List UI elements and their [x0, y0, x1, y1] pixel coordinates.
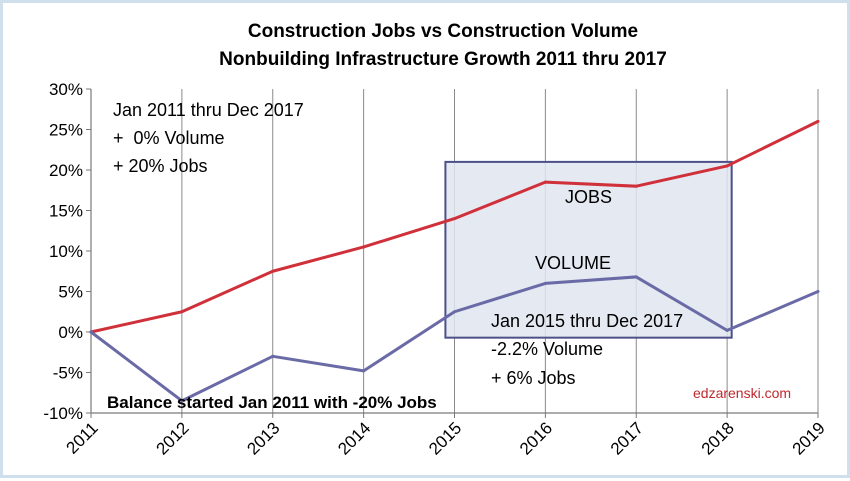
annotation-overall-line3: + 20% Jobs [113, 156, 208, 176]
y-tick-label: 5% [58, 283, 83, 302]
chart-subtitle: Nonbuilding Infrastructure Growth 2011 t… [219, 49, 667, 70]
x-tick-label: 2019 [789, 418, 829, 458]
chart: Construction Jobs vs Construction Volume… [43, 21, 829, 459]
chart-title: Construction Jobs vs Construction Volume [248, 21, 638, 42]
data-point-volume [180, 399, 184, 403]
data-point-volume [362, 369, 366, 373]
highlight-box [444, 160, 733, 339]
x-tick-label: 2017 [607, 418, 647, 458]
x-tick-label: 2014 [334, 418, 374, 458]
x-tick-label: 2016 [516, 418, 556, 458]
data-point-jobs [271, 269, 275, 273]
data-point-jobs [453, 217, 456, 221]
y-tick-label: 15% [49, 202, 83, 221]
y-tick-label: 25% [49, 121, 83, 140]
annotation-balance: Balance started Jan 2011 with -20% Jobs [107, 393, 437, 412]
annotation-overall-line2: + 0% Volume [113, 128, 225, 148]
data-point-jobs [634, 184, 638, 188]
y-tick-label: -10% [43, 404, 83, 423]
y-tick-label: -5% [53, 364, 83, 383]
x-tick-label: 2018 [698, 418, 738, 458]
data-point-volume [816, 290, 820, 293]
data-point-jobs [725, 164, 729, 168]
data-point-volume [634, 275, 638, 279]
y-tick-label: 20% [49, 161, 83, 180]
series-label-jobs: JOBS [565, 187, 612, 207]
data-point-volume [89, 330, 93, 334]
x-tick-label: 2013 [243, 418, 283, 458]
data-point-jobs [543, 180, 547, 184]
watermark: edzarenski.com [693, 385, 791, 401]
annotation-recent-line1: Jan 2015 thru Dec 2017 [491, 311, 683, 331]
data-point-volume [271, 354, 275, 358]
x-tick-label: 2015 [425, 418, 465, 458]
data-point-volume [725, 328, 729, 332]
annotation-recent-line2: -2.2% Volume [491, 339, 603, 359]
y-tick-label: 0% [58, 323, 83, 342]
series-label-volume: VOLUME [535, 253, 611, 273]
data-point-volume [543, 281, 547, 285]
data-point-jobs [816, 119, 820, 123]
x-tick-label: 2012 [153, 418, 193, 458]
annotation-overall-line1: Jan 2011 thru Dec 2017 [113, 100, 304, 120]
data-point-jobs [180, 310, 184, 314]
y-tick-label: 10% [49, 242, 83, 261]
axes [86, 88, 819, 418]
data-point-volume [453, 310, 456, 314]
x-tick-label: 2011 [63, 418, 102, 457]
annotation-recent-line3: + 6% Jobs [491, 368, 576, 388]
data-point-jobs [362, 245, 366, 249]
y-tick-label: 30% [49, 80, 83, 99]
series [89, 119, 820, 403]
